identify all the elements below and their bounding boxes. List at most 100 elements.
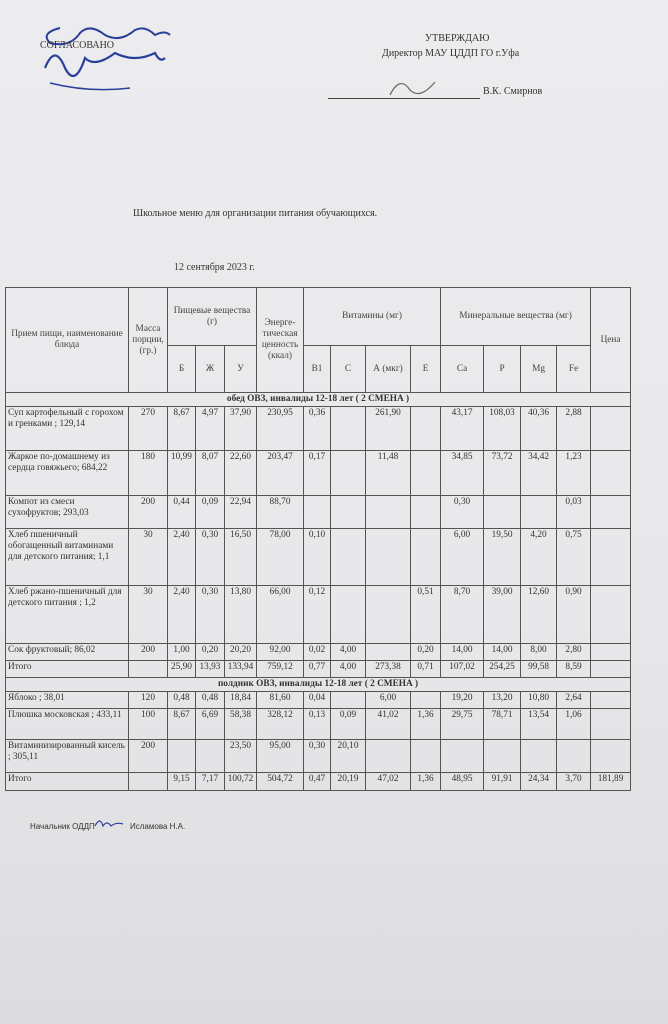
footer-signature — [94, 820, 124, 828]
cell-value: 19,50 — [483, 528, 522, 586]
cell-value: 13,54 — [520, 708, 558, 740]
cell-value: 0,48 — [167, 691, 196, 709]
cell-value: 66,00 — [256, 585, 305, 644]
footer-position: Начальник ОДДП — [30, 822, 95, 831]
table-row: Плюшка московская ; 433,11 100 8,67 6,69 58,… — [5, 708, 632, 740]
cell-value: 200 — [128, 643, 168, 661]
cell-value — [365, 495, 412, 529]
cell-value: 200 — [128, 495, 168, 529]
cell-value — [195, 739, 225, 773]
cell-value: 12,60 — [520, 585, 558, 644]
cell-value: 0,30 — [195, 528, 225, 586]
cell-value: 254,25 — [483, 660, 522, 678]
cell-value: 16,50 — [223, 528, 258, 586]
cell-value: 95,00 — [256, 739, 305, 773]
cell-value: 23,50 — [223, 739, 258, 773]
cell-value: 0,47 — [303, 772, 332, 791]
section-title: обед ОВЗ, инвалиды 12-18 лет ( 2 СМЕНА ) — [4, 392, 632, 407]
director-name: В.К. Смирнов — [483, 86, 543, 97]
cell-value: 1,36 — [410, 708, 442, 740]
cell-value: 328,12 — [256, 708, 305, 740]
cell-value: 25,90 — [167, 660, 196, 678]
cell-value — [590, 643, 632, 661]
col-nutrients: Пищевые вещества (г) — [166, 287, 258, 346]
cell-value: 0,51 — [410, 585, 442, 644]
cell-value: 9,15 — [167, 772, 196, 791]
cell-value: 6,00 — [365, 691, 412, 709]
cell-value: 0,12 — [303, 585, 332, 644]
cell-value — [330, 585, 367, 644]
director-signature — [389, 81, 436, 96]
cell-value — [128, 772, 168, 791]
cell-value: 4,20 — [520, 528, 558, 586]
approved-label: УТВЕРЖДАЮ — [425, 33, 490, 44]
cell-value: 88,70 — [256, 495, 305, 529]
cell-value — [410, 450, 442, 496]
table-row: Яблоко ; 38,01 120 0,48 0,48 18,84 81,60 0,04 6… — [5, 691, 632, 709]
cell-value: 20,10 — [330, 739, 367, 773]
dish-name: Компот из смеси сухофруктов; 293,03 — [5, 495, 129, 529]
cell-value — [410, 739, 442, 773]
cell-value: 41,02 — [365, 708, 412, 740]
cell-value — [330, 495, 367, 529]
cell-value: 0,90 — [556, 585, 592, 644]
table-row: Жаркое по-домашнему из сердца говяжьего;… — [5, 450, 632, 496]
cell-value: 2,40 — [167, 528, 196, 586]
section-row: обед ОВЗ, инвалиды 12-18 лет ( 2 СМЕНА ) — [4, 392, 632, 407]
cell-value: 58,38 — [223, 708, 258, 740]
cell-value: 81,60 — [256, 691, 305, 709]
cell-value: 8,70 — [440, 585, 485, 644]
cell-value — [365, 585, 412, 644]
cell-value: 0,48 — [195, 691, 225, 709]
subcol-7: Ca — [440, 345, 485, 393]
subcol-3: В1 — [303, 345, 332, 393]
cell-value — [590, 660, 632, 678]
cell-value: 4,00 — [330, 643, 367, 661]
cell-value — [330, 691, 367, 709]
cell-value: 34,42 — [520, 450, 558, 496]
cell-value: 2,64 — [556, 691, 592, 709]
cell-value: 24,34 — [520, 772, 558, 791]
subcol-2: У — [223, 345, 258, 393]
cell-value: 8,59 — [556, 660, 592, 678]
cell-value — [590, 495, 632, 529]
cell-value: 78,00 — [256, 528, 305, 586]
cell-value: 8,07 — [195, 450, 225, 496]
cell-value: 73,72 — [483, 450, 522, 496]
subcol-4: С — [330, 345, 367, 393]
cell-value: 1,23 — [556, 450, 592, 496]
cell-value: 13,80 — [223, 585, 258, 644]
cell-value: 29,75 — [440, 708, 485, 740]
cell-value: 8,67 — [167, 708, 196, 740]
cell-value: 0,75 — [556, 528, 592, 586]
cell-value — [590, 585, 632, 644]
cell-value: 107,02 — [440, 660, 485, 678]
agreed-label: СОГЛАСОВАНО — [40, 40, 115, 51]
cell-value: 37,90 — [223, 406, 258, 451]
cell-value: 273,38 — [365, 660, 412, 678]
cell-value: 1,36 — [410, 772, 442, 791]
cell-value: 34,85 — [440, 450, 485, 496]
cell-value — [590, 739, 632, 773]
table-row: Компот из смеси сухофруктов; 293,03 200 0,… — [5, 495, 632, 529]
menu-date: 12 сентября 2023 г. — [174, 262, 255, 273]
cell-value: 10,80 — [520, 691, 558, 709]
cell-value — [590, 406, 632, 451]
col-minerals: Минеральные вещества (мг) — [440, 287, 592, 346]
menu-table: Прием пищи, наименование блюда Масса пор… — [4, 287, 632, 791]
cell-value — [556, 739, 592, 773]
cell-value: 261,90 — [365, 406, 412, 451]
dish-name: Яблоко ; 38,01 — [5, 691, 129, 709]
cell-value: 0,77 — [303, 660, 332, 678]
cell-value — [410, 528, 442, 586]
cell-value: 43,17 — [440, 406, 485, 451]
subcol-0: Б — [167, 345, 196, 393]
cell-value: 0,71 — [410, 660, 442, 678]
cell-value: 40,36 — [520, 406, 558, 451]
cell-value: 0,36 — [303, 406, 332, 451]
cell-value: 14,00 — [440, 643, 485, 661]
dish-name: Сок фруктовый; 86,02 — [5, 643, 129, 661]
cell-value: 0,03 — [556, 495, 592, 529]
table-row: Витаминизированный кисель ; 305,11 200 23,… — [5, 739, 632, 773]
cell-value: 759,12 — [256, 660, 305, 678]
